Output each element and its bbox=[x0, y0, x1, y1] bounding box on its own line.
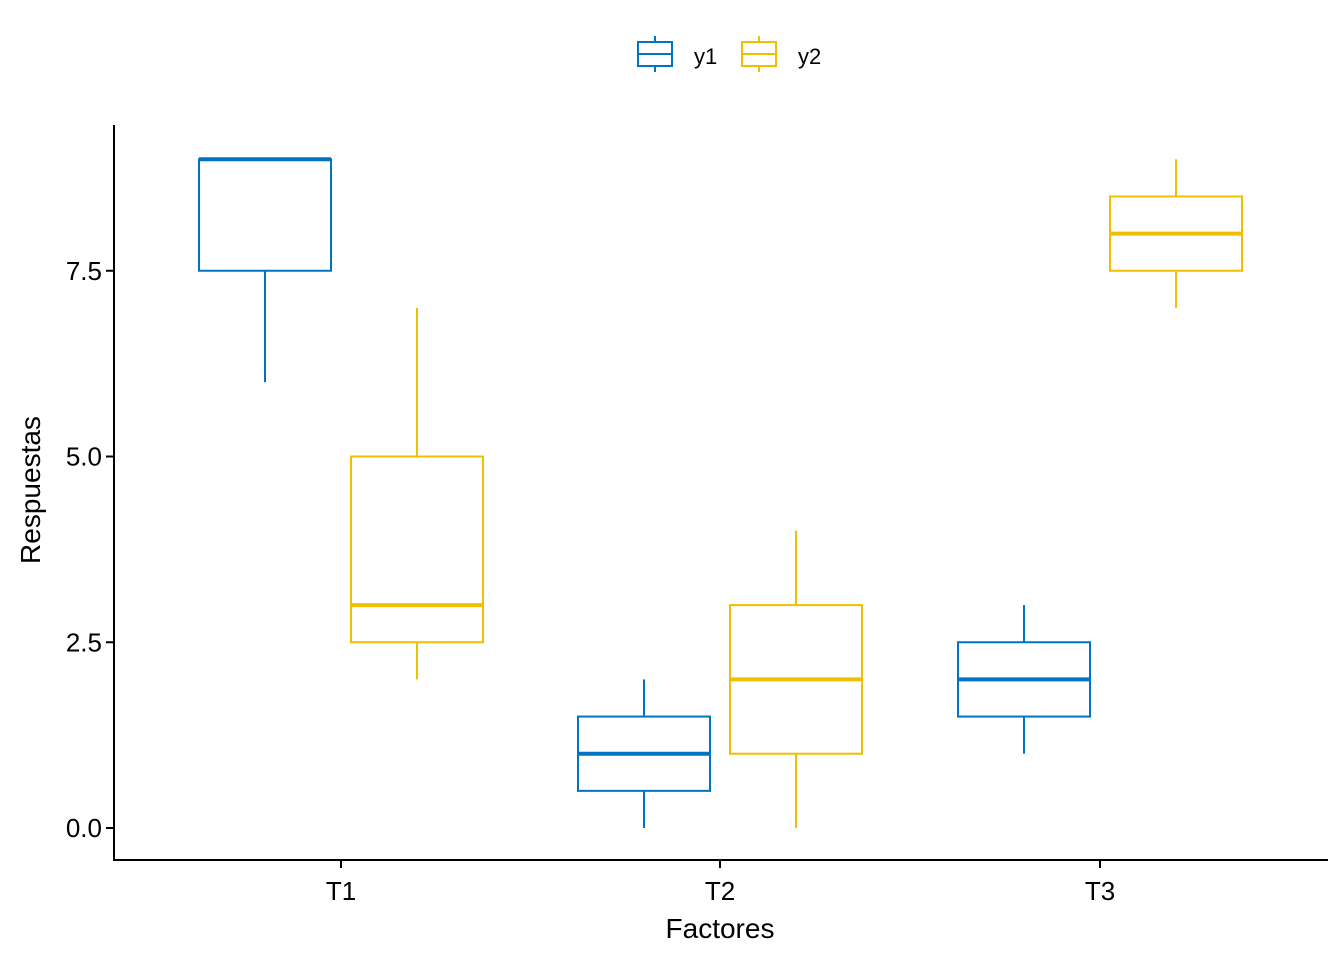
y-tick-label: 5.0 bbox=[66, 442, 102, 472]
legend-key-boxplot-icon bbox=[741, 36, 777, 72]
box-y1-T1 bbox=[198, 157, 332, 383]
x-tick-label: T2 bbox=[705, 876, 735, 906]
box-y2-T1 bbox=[350, 307, 484, 680]
box-iqr bbox=[198, 158, 332, 272]
legend-label: y2 bbox=[798, 44, 821, 69]
box-y2-T3 bbox=[1109, 159, 1243, 308]
box-iqr bbox=[350, 455, 484, 644]
legend-item-y2: y2 bbox=[741, 36, 821, 72]
box-y2-T2 bbox=[729, 530, 863, 828]
legend-key-boxplot-icon bbox=[637, 36, 673, 72]
legend-label: y1 bbox=[694, 44, 717, 69]
y-tick-label: 7.5 bbox=[66, 256, 102, 286]
y-tick-label: 0.0 bbox=[66, 813, 102, 843]
box-y1-T3 bbox=[957, 605, 1091, 754]
plot-area bbox=[198, 157, 1243, 828]
box-y1-T2 bbox=[577, 679, 711, 828]
x-axis-title: Factores bbox=[666, 913, 775, 944]
y-tick-label: 2.5 bbox=[66, 627, 102, 657]
x-tick-label: T3 bbox=[1085, 876, 1115, 906]
legend: y1 y2 bbox=[637, 36, 821, 72]
y-axis-title: Respuestas bbox=[15, 416, 46, 564]
legend-item-y1: y1 bbox=[637, 36, 717, 72]
axes: 0.0 2.5 5.0 7.5 T1 T2 T3 bbox=[66, 125, 1328, 906]
x-tick-label: T1 bbox=[326, 876, 356, 906]
